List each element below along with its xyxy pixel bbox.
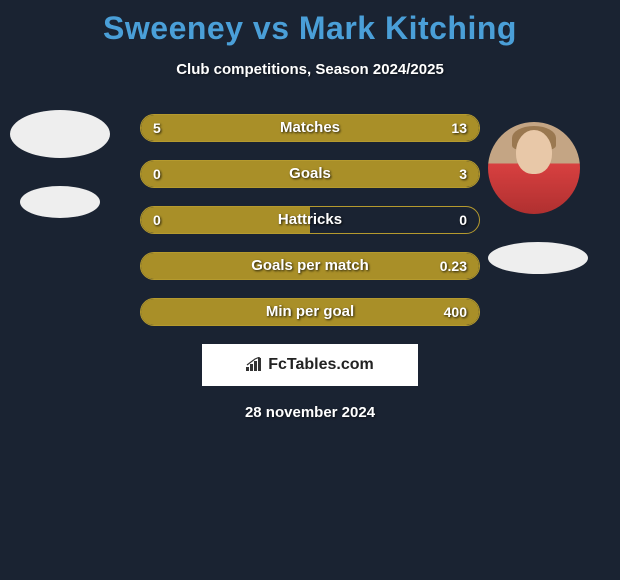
stat-right-value: 3 <box>459 161 467 187</box>
stat-right-value: 13 <box>451 115 467 141</box>
stat-row: Min per goal400 <box>140 298 480 326</box>
logo-text: FcTables.com <box>268 356 374 374</box>
stat-label: Hattricks <box>141 207 479 233</box>
stat-row: 0Hattricks0 <box>140 206 480 234</box>
subtitle: Club competitions, Season 2024/2025 <box>0 61 620 78</box>
stat-right-value: 0 <box>459 207 467 233</box>
player-left-block <box>10 110 110 246</box>
logo-box[interactable]: FcTables.com <box>202 344 418 386</box>
stat-row: 5Matches13 <box>140 114 480 142</box>
page-title: Sweeney vs Mark Kitching <box>0 0 620 47</box>
stats-container: 5Matches130Goals30Hattricks0Goals per ma… <box>140 114 480 326</box>
date-text: 28 november 2024 <box>0 404 620 421</box>
avatar-placeholder <box>10 110 110 158</box>
avatar-shadow <box>488 242 588 274</box>
stat-right-value: 0.23 <box>440 253 467 279</box>
avatar-shadow <box>20 186 100 218</box>
stat-label: Min per goal <box>141 299 479 325</box>
player-right-block <box>488 122 588 274</box>
stat-label: Goals <box>141 161 479 187</box>
stat-label: Goals per match <box>141 253 479 279</box>
stat-right-value: 400 <box>444 299 467 325</box>
stat-row: Goals per match0.23 <box>140 252 480 280</box>
avatar <box>488 122 580 214</box>
chart-icon <box>246 357 264 374</box>
stat-row: 0Goals3 <box>140 160 480 188</box>
avatar-photo <box>488 122 580 214</box>
stat-label: Matches <box>141 115 479 141</box>
